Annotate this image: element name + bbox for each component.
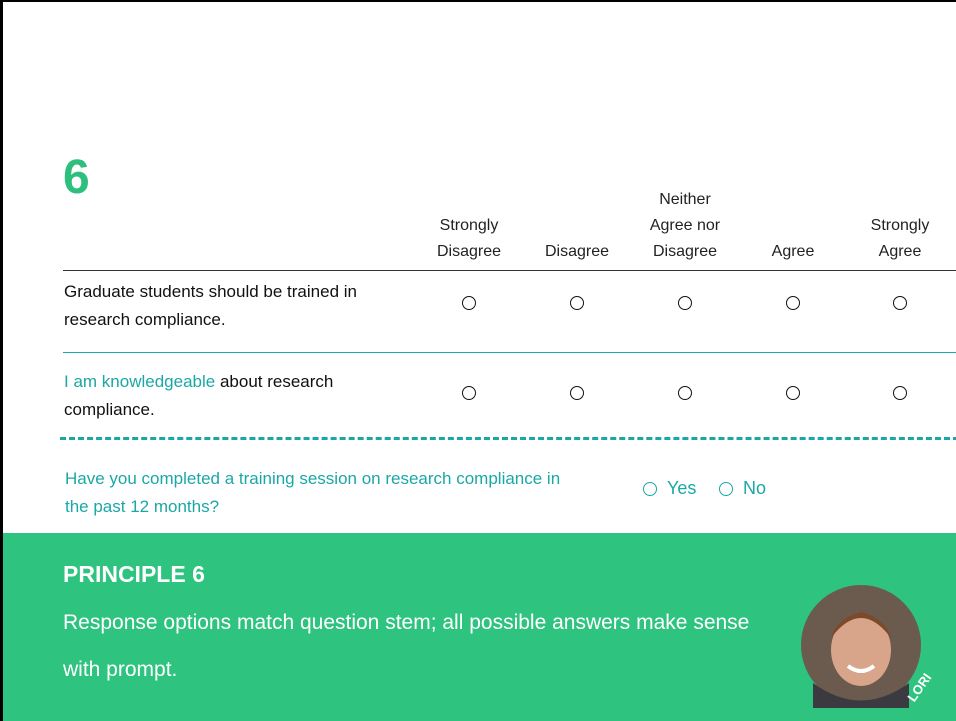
item-text-rest: about research compliance. <box>64 372 334 419</box>
radio-button <box>893 296 907 310</box>
highlight: I am knowledgeable <box>64 372 216 391</box>
radio-button <box>643 482 657 496</box>
radio-button <box>893 386 907 400</box>
radio-button <box>678 386 692 400</box>
row-rule <box>63 352 956 353</box>
principle-text: Response options match question stem; al… <box>63 611 750 681</box>
item-text: I am knowledgeable about research compli… <box>64 368 404 424</box>
scale-label: Disagree <box>544 243 610 260</box>
radio-button <box>786 386 800 400</box>
option-label: No <box>743 478 767 498</box>
option-label: Yes <box>667 478 697 498</box>
principle-title: PRINCIPLE 6 <box>63 561 205 587</box>
radio-button <box>678 296 692 310</box>
radio-button <box>570 296 584 310</box>
radio-button <box>719 482 733 496</box>
radio-button <box>462 386 476 400</box>
scale-label: Neither Agree nor Disagree <box>649 191 721 260</box>
principle-band: PRINCIPLE 6 Response options match quest… <box>3 533 956 721</box>
header-rule <box>63 270 956 271</box>
radio-button <box>462 296 476 310</box>
slide-number: 6 <box>63 151 90 204</box>
scale-label: Strongly Agree <box>870 217 930 260</box>
question-text: Have you completed a training session on… <box>65 469 561 516</box>
scale-label: Strongly Disagree <box>436 217 502 260</box>
scale-label: Agree <box>771 243 815 260</box>
presenter-photo: LORI <box>801 585 934 708</box>
item-text: Graduate students should be trained in r… <box>64 282 357 329</box>
dashed-rule <box>60 437 956 440</box>
radio-button <box>786 296 800 310</box>
radio-button <box>570 386 584 400</box>
